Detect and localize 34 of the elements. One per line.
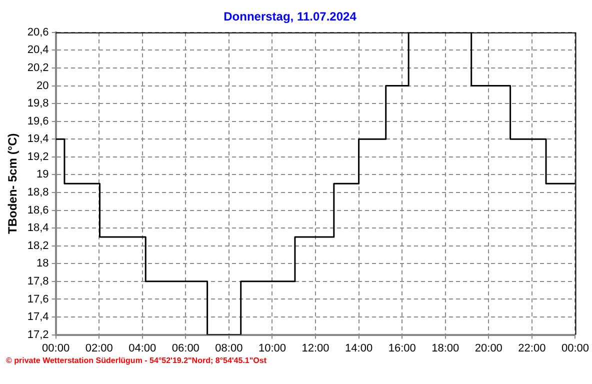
y-tick-label: 20,6 <box>27 26 49 38</box>
x-tick-label: 00:00 <box>561 342 589 354</box>
y-tick-label: 19,2 <box>27 150 49 163</box>
y-tick-label: 17,8 <box>27 275 49 288</box>
x-tick-label: 14:00 <box>345 342 373 354</box>
y-tick-label: 19,6 <box>27 115 49 128</box>
y-tick-label: 17,4 <box>27 311 49 324</box>
x-tick-label: 20:00 <box>474 342 502 354</box>
x-tick-label: 18:00 <box>432 342 460 354</box>
x-tick-label: 16:00 <box>388 342 416 354</box>
x-tick-label: 10:00 <box>258 342 286 354</box>
y-tick-label: 19,8 <box>27 98 49 110</box>
text: © private Wetterstation Süderlügum - 54°52'19.2"Nord; 8°54'45.1"Ost <box>6 356 267 365</box>
y-tick-label: 18,8 <box>27 186 49 199</box>
y-tick-label: 20,4 <box>27 44 49 56</box>
x-tick-label: 12:00 <box>302 342 330 354</box>
y-tick-label: 18,4 <box>27 222 49 234</box>
y-tick-label: 19,4 <box>27 133 49 146</box>
y-tick-label: 17,6 <box>27 293 49 306</box>
x-tick-label: 08:00 <box>215 342 243 354</box>
x-tick-label: 04:00 <box>128 342 156 354</box>
x-tick-label: 00:00 <box>42 342 70 354</box>
y-tick-label: 20,2 <box>27 62 49 74</box>
y-tick-label: 18,2 <box>27 240 49 252</box>
y-tick-label: 18,6 <box>27 204 49 216</box>
x-tick-label: 06:00 <box>172 342 200 354</box>
x-tick-label: 02:00 <box>85 342 113 354</box>
y-tick-label: 17,2 <box>27 328 49 341</box>
y-axis-title: TBoden- 5cm (°C) <box>6 133 20 234</box>
y-tick-label: 19 <box>36 168 49 181</box>
y-tick-label: 20 <box>36 80 49 92</box>
y-tick-label: 18 <box>36 258 49 270</box>
x-tick-label: 22:00 <box>518 342 546 354</box>
chart-title: Donnerstag, 11.07.2024 <box>224 10 357 24</box>
